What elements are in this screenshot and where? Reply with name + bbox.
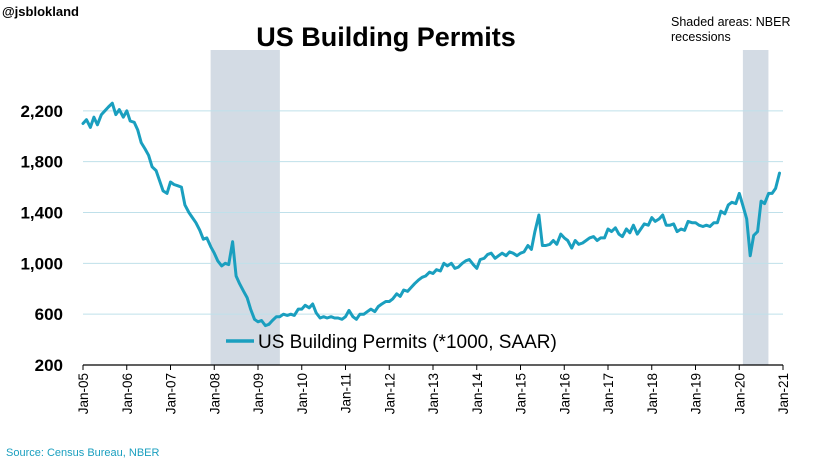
x-tick-label: Jan-10 (295, 373, 310, 414)
y-tick-label: 600 (35, 305, 63, 324)
y-tick-label: 1,000 (20, 254, 63, 273)
y-tick-label: 200 (35, 356, 63, 375)
x-tick-label: Jan-13 (426, 373, 441, 414)
y-tick-label: 2,200 (20, 102, 63, 121)
author-handle: @jsblokland (2, 4, 79, 19)
x-tick-label: Jan-15 (514, 373, 529, 414)
x-tick-label: Jan-17 (601, 373, 616, 414)
recession-band-0 (210, 50, 280, 365)
gridlines (83, 110, 783, 315)
x-tick-label: Jan-06 (120, 373, 135, 414)
source-note: Source: Census Bureau, NBER (6, 447, 160, 459)
x-tick-label: Jan-14 (470, 373, 485, 415)
x-tick-label: Jan-11 (339, 373, 354, 413)
x-tick-label: Jan-08 (207, 373, 222, 414)
recession-note-line-2: recessions (671, 30, 731, 44)
x-tick-label: Jan-12 (382, 373, 397, 414)
x-tick-label: Jan-05 (76, 373, 91, 414)
recession-bands (210, 50, 769, 365)
recession-note-line-1: Shaded areas: NBER (671, 15, 791, 29)
series-lines (81, 101, 781, 328)
chart-title: US Building Permits (256, 22, 516, 52)
y-tick-label: 1,400 (20, 204, 63, 223)
x-tick-label: Jan-20 (732, 373, 747, 414)
x-tick-label: Jan-07 (164, 373, 179, 414)
x-tick-label: Jan-09 (251, 373, 266, 414)
x-tick-label: Jan-21 (776, 373, 791, 414)
recession-band-1 (742, 50, 769, 365)
series-line-0 (81, 101, 781, 328)
x-tick-label: Jan-16 (557, 373, 572, 414)
y-tick-label: 1,800 (20, 153, 63, 172)
x-axis: Jan-05 Jan-06 Jan-07 Jan-08 Jan-09 Jan-10 Jan-… (76, 364, 791, 415)
x-tick-label: Jan-18 (645, 373, 660, 414)
legend-label: US Building Permits (*1000, SAAR) (258, 332, 557, 353)
legend: US Building Permits (*1000, SAAR) (226, 332, 557, 353)
x-tick-label: Jan-19 (689, 373, 704, 414)
y-axis: 200 600 1,000 1,400 1,800 2,200 (20, 102, 63, 375)
